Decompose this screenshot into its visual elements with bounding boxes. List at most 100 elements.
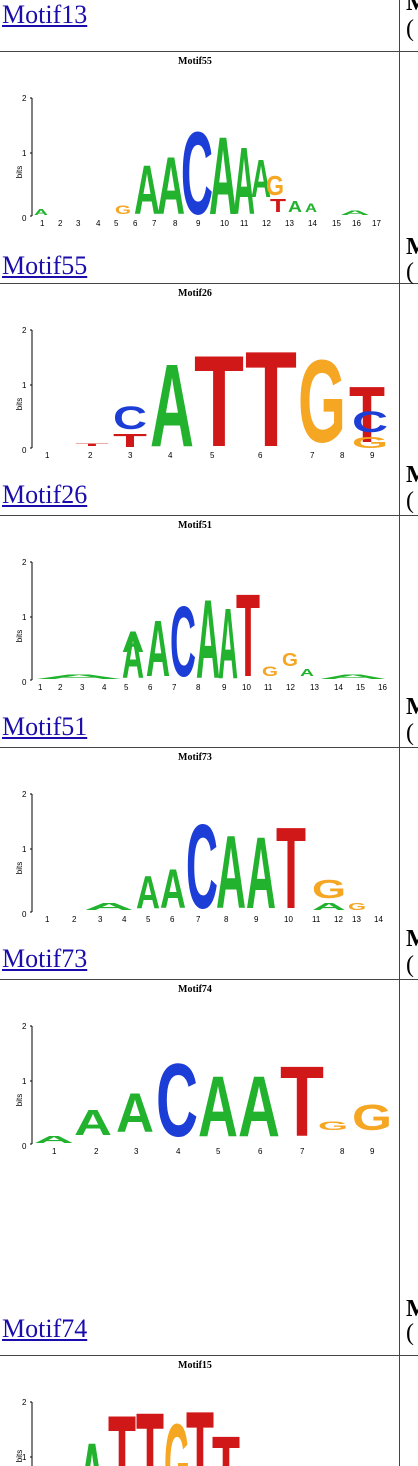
logo-title: Motif73: [178, 752, 212, 763]
letter-A: A: [122, 620, 144, 692]
info-text: M: [406, 694, 418, 720]
info-cell: M (: [400, 284, 418, 516]
letter-C: C: [181, 108, 213, 232]
axis-label: bits: [15, 1450, 24, 1462]
svg-text:6: 6: [170, 915, 175, 924]
letter-A: A: [134, 151, 160, 229]
axis-label: bits: [15, 862, 24, 874]
tick-label: 2: [22, 1398, 27, 1407]
svg-text:3: 3: [134, 1147, 139, 1156]
letter-A: A: [116, 1081, 154, 1144]
letter-C: C: [156, 1043, 198, 1159]
table-row: Motif13 M (: [0, 0, 418, 52]
logo-letters: A T T G T T: [78, 1383, 240, 1466]
svg-text:9: 9: [196, 219, 201, 228]
svg-text:8: 8: [196, 683, 201, 692]
letter-C: C: [113, 400, 147, 436]
svg-text:5: 5: [216, 1147, 221, 1156]
svg-text:17: 17: [372, 219, 381, 228]
letter-A: A: [34, 208, 49, 217]
svg-text:3: 3: [128, 451, 133, 460]
svg-text:14: 14: [308, 219, 317, 228]
svg-text:16: 16: [352, 219, 361, 228]
letter-A: A: [209, 115, 237, 232]
info-text: M: [406, 926, 418, 952]
svg-text:6: 6: [148, 683, 153, 692]
letter-T: T: [136, 1386, 164, 1466]
svg-text:6: 6: [258, 451, 263, 460]
motif-link[interactable]: Motif26: [2, 480, 88, 509]
letter-G: G: [352, 435, 388, 452]
motif-link[interactable]: Motif74: [2, 1314, 88, 1343]
letter-A: A: [196, 577, 220, 696]
svg-text:5: 5: [146, 915, 151, 924]
svg-text:5: 5: [210, 451, 215, 460]
letter-T: T: [276, 803, 306, 928]
letter-C: C: [170, 586, 196, 696]
letter-A: A: [157, 141, 185, 232]
tick-label: 2: [22, 790, 27, 799]
logo-letters: A A C A A T G G A: [34, 1043, 392, 1159]
svg-text:9: 9: [370, 1147, 375, 1156]
letter-A: A: [122, 626, 144, 659]
sequence-logo: Motif55 bits 2 1 0 A A C A A A G T: [15, 56, 381, 232]
table-row: Motif51 bits 2 1 0 A A A C A A T G: [0, 516, 418, 748]
letter-A: A: [233, 128, 255, 232]
motif-link[interactable]: Motif13: [2, 0, 88, 29]
letter-G: G: [115, 203, 131, 217]
svg-text:11: 11: [240, 219, 249, 228]
letter-A: A: [251, 149, 271, 209]
motif-link[interactable]: Motif73: [2, 944, 88, 973]
svg-text:4: 4: [102, 683, 107, 692]
letter-A: A: [34, 675, 138, 681]
letter-T: T: [212, 1416, 240, 1466]
svg-text:11: 11: [264, 683, 273, 692]
letter-G: G: [164, 1400, 190, 1466]
svg-text:2: 2: [88, 451, 93, 460]
svg-text:1: 1: [40, 219, 45, 228]
letter-A: A: [160, 857, 186, 920]
letter-A: A: [74, 1102, 112, 1143]
logo-letters: A A C A A A G T A A G A A: [34, 108, 375, 232]
tick-label: 2: [22, 558, 27, 567]
position-ticks: 1 2 3 4 5 6 7 8 9: [45, 451, 375, 460]
tick-label: 1: [22, 149, 27, 158]
letter-A: A: [318, 675, 399, 681]
sequence-logo: Motif74 bits 2 1 0 A A C A A T G G: [15, 984, 392, 1159]
letter-G: G: [352, 1097, 392, 1138]
motif-cell: Motif74 bits 2 1 0 A A C A A T G G: [0, 980, 400, 1356]
motif-link[interactable]: Motif51: [2, 712, 88, 741]
info-cell: M (: [400, 980, 418, 1356]
letter-A: A: [216, 815, 246, 928]
svg-text:3: 3: [98, 915, 103, 924]
tick-label: 0: [22, 1142, 27, 1151]
tick-label: 1: [22, 1453, 27, 1462]
svg-text:2: 2: [58, 683, 63, 692]
svg-text:10: 10: [220, 219, 229, 228]
letter-A: A: [146, 604, 170, 693]
svg-text:16: 16: [378, 683, 387, 692]
letter-G: G: [298, 336, 346, 464]
info-text: (: [406, 488, 414, 514]
motif-link[interactable]: Motif55: [2, 251, 88, 280]
svg-text:4: 4: [176, 1147, 181, 1156]
position-ticks: 1 2 3 4 5 6 7 8 9 10 11 12 13 14: [45, 915, 383, 924]
motif-cell: Motif73 bits 2 1 0 A A C A A T G A: [0, 748, 400, 980]
letter-A: A: [238, 1059, 280, 1155]
tick-label: 2: [22, 1022, 27, 1031]
table-row: Motif55 bits 2 1 0 A A C A A A G T: [0, 52, 418, 285]
position-ticks: 1 2 3 4 5 6 7 8 9: [52, 1147, 375, 1156]
info-text: (: [406, 16, 414, 42]
letter-T: T: [113, 431, 147, 451]
letter-T: T: [280, 1046, 324, 1158]
svg-text:1: 1: [45, 915, 50, 924]
letter-A: A: [34, 1135, 74, 1146]
letter-T: T: [349, 370, 385, 459]
logo-letters: A A C A A T G A A G: [84, 800, 367, 928]
axis-label: bits: [15, 398, 24, 410]
svg-text:9: 9: [370, 451, 375, 460]
letter-T: T: [245, 323, 297, 464]
svg-text:10: 10: [284, 915, 293, 924]
svg-text:1: 1: [38, 683, 43, 692]
info-text: (: [406, 720, 414, 746]
